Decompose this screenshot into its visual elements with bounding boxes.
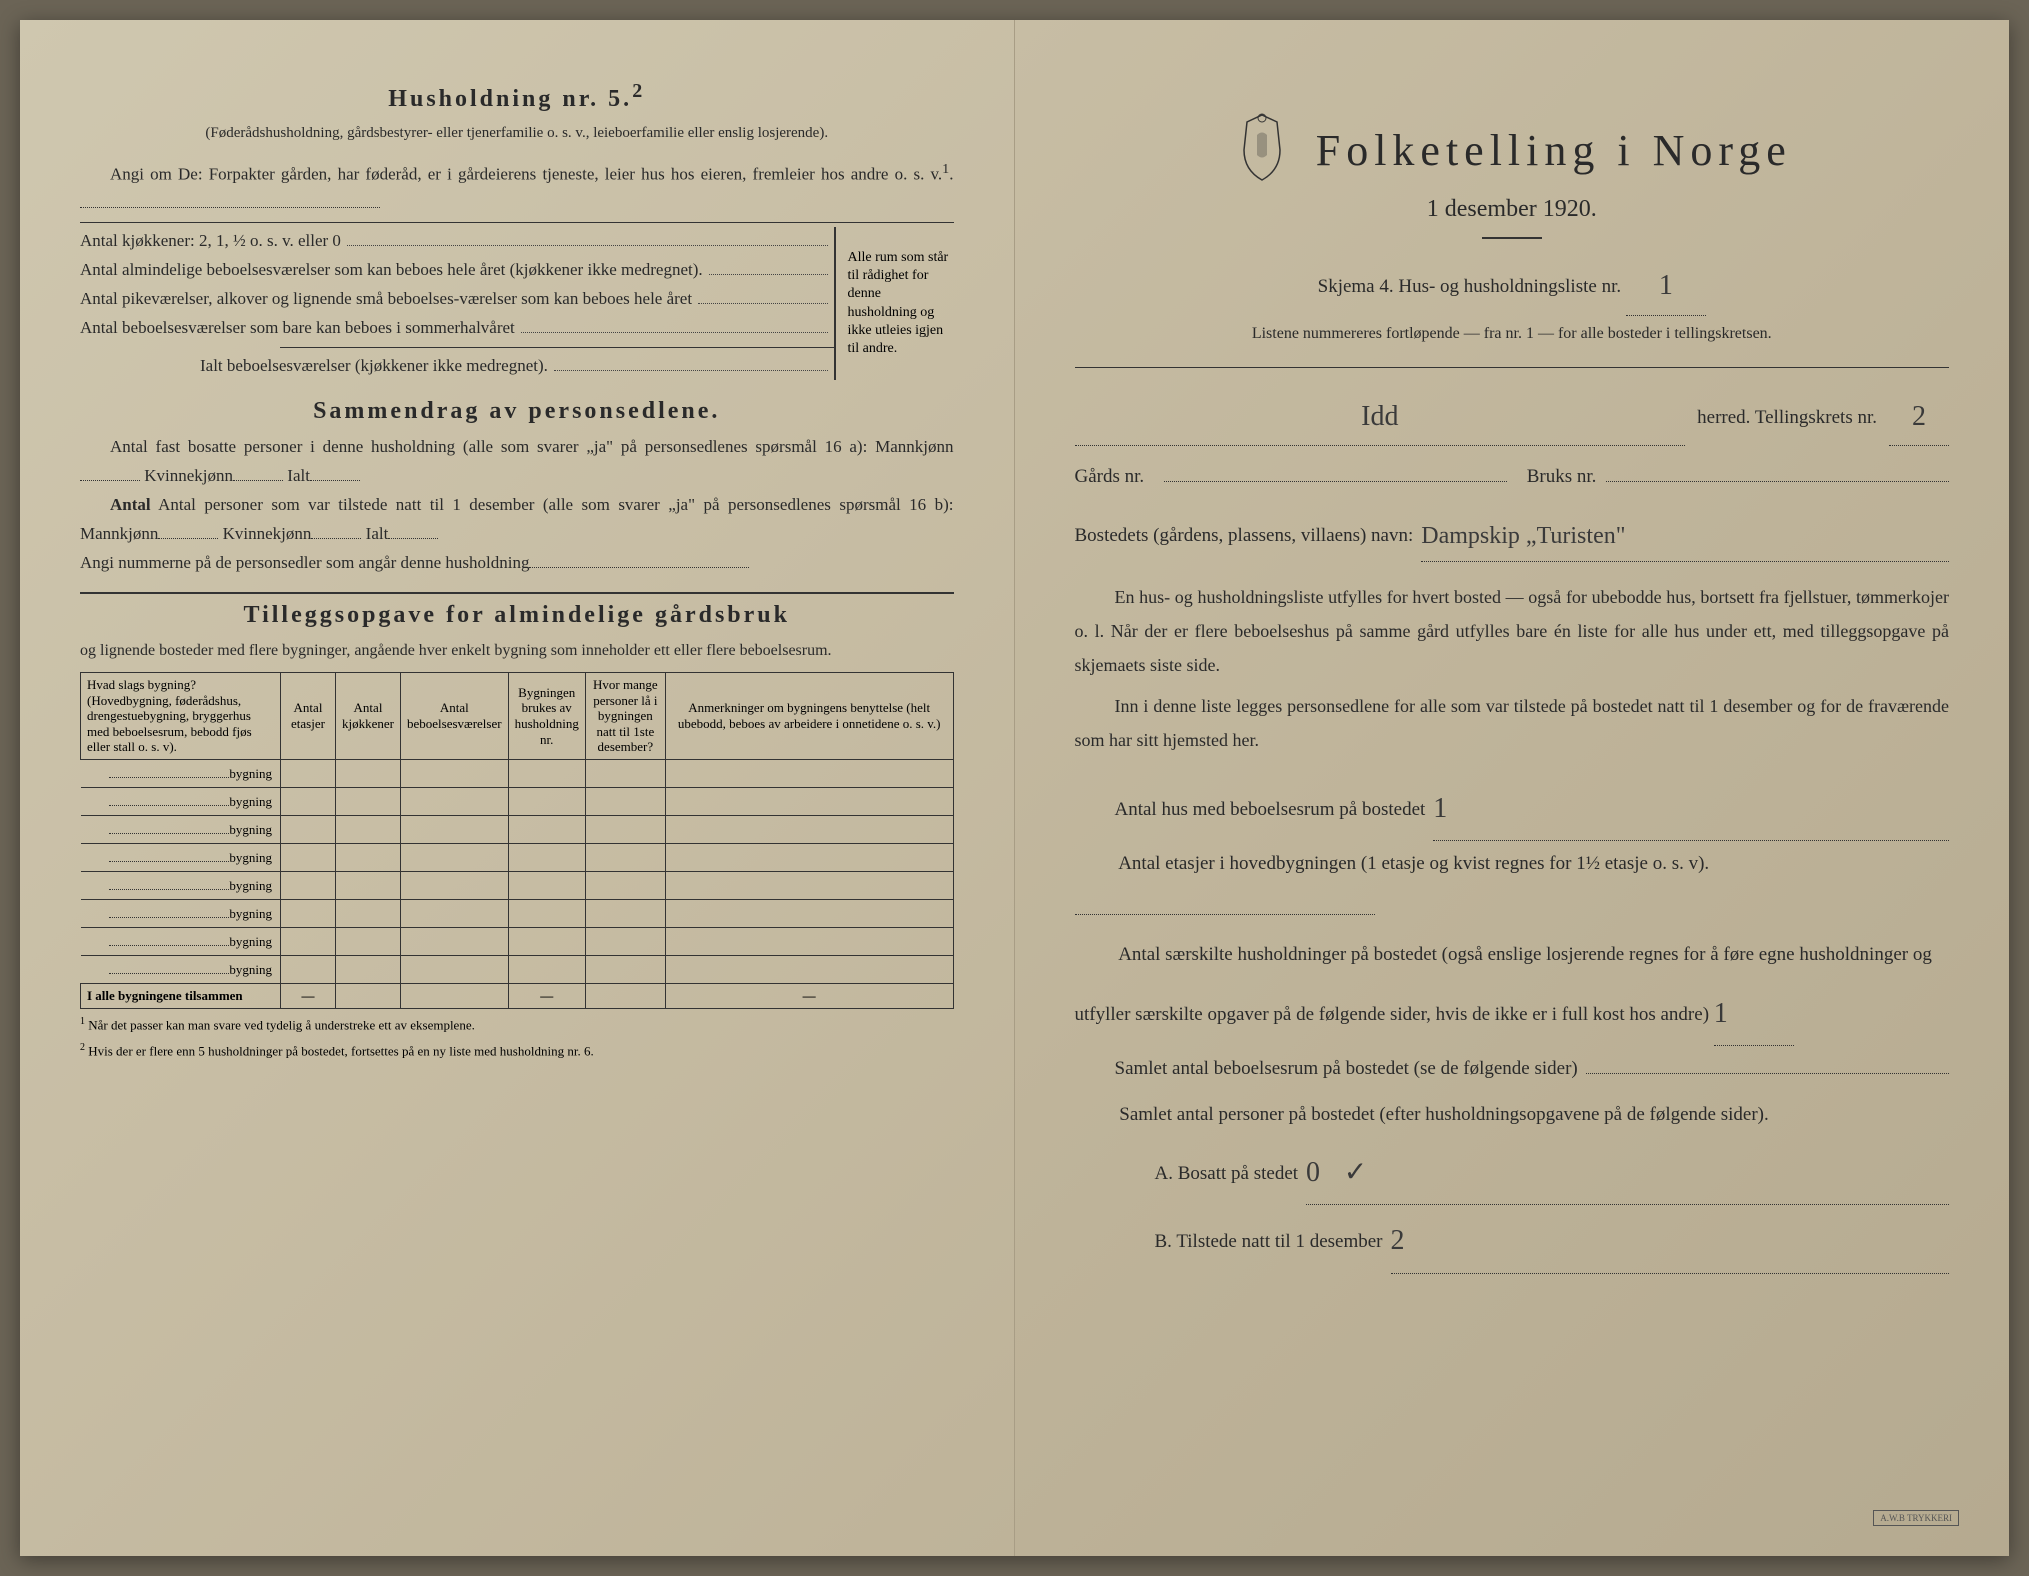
f3-value: 1 <box>1714 998 1728 1029</box>
table-total-row: I alle bygningene tilsammen — — — <box>81 984 954 1009</box>
listene-note: Listene nummereres fortløpende — fra nr.… <box>1075 316 1950 351</box>
table-row: bygning <box>81 788 954 816</box>
brace-total: Ialt beboelsesværelser (kjøkkener ikke m… <box>200 352 834 381</box>
main-title: Folketelling i Norge <box>1316 125 1792 176</box>
f1-value: 1 <box>1433 793 1447 824</box>
sam-line-3: Angi nummerne på de personsedler som ang… <box>80 549 954 578</box>
herred-line: Idd herred. Tellingskrets nr. 2 <box>1075 384 1950 447</box>
para-2: Inn i denne liste legges personsedlene f… <box>1075 689 1950 757</box>
title-divider <box>1482 237 1542 239</box>
bosted-line: Bostedets (gårdens, plassens, villaens) … <box>1075 508 1950 562</box>
coat-of-arms-icon <box>1232 110 1292 190</box>
brace-note: Alle rum som står til rådighet for denne… <box>834 227 954 380</box>
fB-value: 2 <box>1391 1225 1405 1256</box>
krets-value: 2 <box>1912 401 1926 432</box>
field-personer: Samlet antal personer på bostedet (efter… <box>1075 1092 1950 1138</box>
rooms-brace-block: Antal kjøkkener: 2, 1, ½ o. s. v. eller … <box>80 227 954 380</box>
right-page: Folketelling i Norge 1 desember 1920. Sk… <box>1015 20 2010 1556</box>
bosted-value: Dampskip „Turisten" <box>1421 523 1625 549</box>
footnote-1: 1 Når det passer kan man svare ved tydel… <box>80 1015 954 1035</box>
sam-line-2: Antal Antal personer som var tilstede na… <box>80 491 954 549</box>
tillegg-title: Tilleggsopgave for almindelige gårdsbruk <box>80 602 954 629</box>
th-3: Antal beboelsesværelser <box>400 673 508 760</box>
herred-value: Idd <box>1361 401 1398 432</box>
husholdning-5-title: Husholdning nr. 5.2 <box>80 80 954 113</box>
footnote-2: 2 Hvis der er flere enn 5 husholdninger … <box>80 1041 954 1061</box>
para-1: En hus- og husholdningsliste utfylles fo… <box>1075 580 1950 683</box>
field-husholdninger: Antal særskilte husholdninger på bostede… <box>1075 932 1950 1046</box>
field-etasjer: Antal etasjer i hovedbygningen (1 etasje… <box>1075 841 1950 932</box>
th-0: Hvad slags bygning? (Hovedbygning, føder… <box>81 673 281 760</box>
field-beboelsesrum: Samlet antal beboelsesrum på bostedet (s… <box>1075 1046 1950 1092</box>
th-6: Anmerkninger om bygningens benyttelse (h… <box>665 673 953 760</box>
th-5: Hvor mange personer lå i bygningen natt … <box>585 673 665 760</box>
check-mark: ✓ <box>1344 1157 1367 1188</box>
th-2: Antal kjøkkener <box>336 673 401 760</box>
h5-subtitle: (Føderådshusholdning, gårdsbestyrer- ell… <box>80 121 954 147</box>
table-row: bygning <box>81 872 954 900</box>
table-row: bygning <box>81 844 954 872</box>
table-row: bygning <box>81 956 954 984</box>
document-spread: Husholdning nr. 5.2 (Føderådshusholdning… <box>20 20 2009 1556</box>
left-page: Husholdning nr. 5.2 (Føderådshusholdning… <box>20 20 1015 1556</box>
gards-line: Gårds nr. Bruks nr. <box>1075 456 1950 498</box>
table-row: bygning <box>81 928 954 956</box>
table-body: bygning bygning bygning bygning bygning … <box>81 760 954 1009</box>
skjema-line: Skjema 4. Hus- og husholdningsliste nr. … <box>1075 253 1950 316</box>
field-A: A. Bosatt på stedet 0 ✓ <box>1075 1137 1950 1205</box>
th-1: Antal etasjer <box>281 673 336 760</box>
table-row: bygning <box>81 900 954 928</box>
sammendrag-title: Sammendrag av personsedlene. <box>80 398 954 425</box>
brace-line-2: Antal pikeværelser, alkover og lignende … <box>80 285 834 314</box>
brace-line-1: Antal almindelige beboelsesværelser som … <box>80 256 834 285</box>
tillegg-sub: og lignende bosteder med flere bygninger… <box>80 637 954 664</box>
table-row: bygning <box>81 760 954 788</box>
bygning-table: Hvad slags bygning? (Hovedbygning, føder… <box>80 672 954 1009</box>
table-header-row: Hvad slags bygning? (Hovedbygning, føder… <box>81 673 954 760</box>
field-hus: Antal hus med beboelsesrum på bostedet 1 <box>1075 773 1950 841</box>
th-4: Bygningen brukes av husholdning nr. <box>508 673 585 760</box>
brace-line-0: Antal kjøkkener: 2, 1, ½ o. s. v. eller … <box>80 227 834 256</box>
fA-value: 0 <box>1306 1157 1320 1188</box>
skjema-value: 1 <box>1659 270 1673 301</box>
printer-stamp: A.W.B TRYKKERI <box>1873 1510 1959 1526</box>
field-B: B. Tilstede natt til 1 desember 2 <box>1075 1205 1950 1273</box>
sam-line-1: Antal fast bosatte personer i denne hush… <box>80 433 954 491</box>
table-row: bygning <box>81 816 954 844</box>
h5-instruction: Angi om De: Forpakter gården, har føderå… <box>80 157 954 218</box>
brace-line-3: Antal beboelsesværelser som bare kan beb… <box>80 314 834 343</box>
masthead: Folketelling i Norge <box>1075 110 1950 190</box>
date-subtitle: 1 desember 1920. <box>1075 196 1950 223</box>
